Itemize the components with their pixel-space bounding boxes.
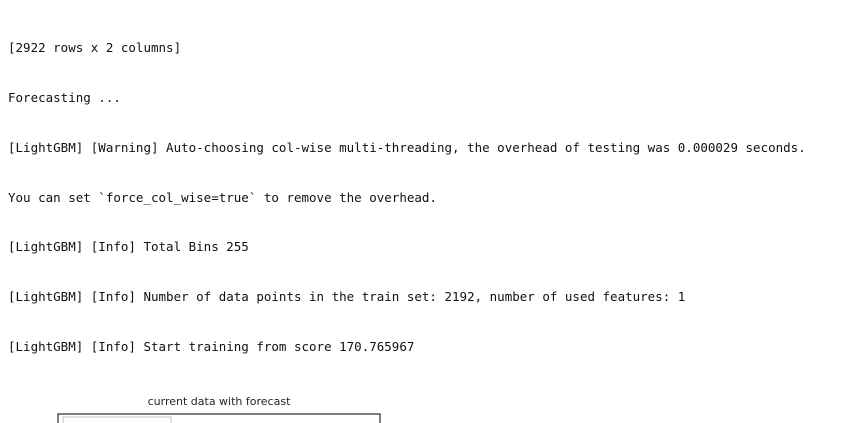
console-output: [2922 rows x 2 columns] Forecasting ... … bbox=[8, 40, 806, 354]
legend-box bbox=[62, 416, 172, 423]
console-line: [2922 rows x 2 columns] bbox=[8, 40, 182, 56]
console-line: You can set `force_col_wise=true` to rem… bbox=[8, 189, 437, 205]
console-line: [LightGBM] [Info] Start training from sc… bbox=[8, 338, 415, 354]
console-line: [LightGBM] [Info] Total Bins 255 bbox=[8, 239, 249, 255]
plot-border bbox=[57, 413, 381, 423]
console-line: Forecasting ... bbox=[8, 89, 121, 105]
console-line: [LightGBM] [Warning] Auto-choosing col-w… bbox=[8, 139, 806, 155]
forecast-figure: current data with forecast1.451.501.551.… bbox=[14, 392, 863, 423]
forecast-chart: current data with forecast1.451.501.551.… bbox=[57, 395, 381, 423]
legend-label: y bbox=[90, 421, 96, 423]
console-line: [LightGBM] [Info] Number of data points … bbox=[8, 289, 686, 305]
chart-title: current data with forecast bbox=[148, 395, 291, 408]
